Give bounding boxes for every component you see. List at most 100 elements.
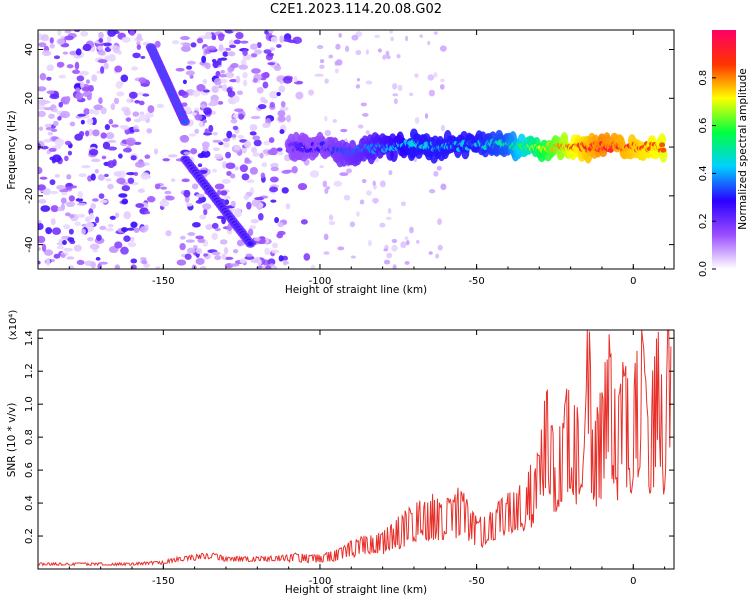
noise-speckle — [60, 253, 66, 258]
noise-speckle — [83, 108, 90, 115]
noise-speckle — [64, 212, 71, 217]
noise-speckle — [222, 51, 229, 57]
noise-speckle — [230, 62, 239, 69]
noise-speckle — [113, 97, 120, 105]
noise-speckle — [69, 214, 75, 219]
noise-speckle — [47, 131, 54, 136]
noise-speckle — [58, 238, 64, 244]
noise-speckle — [74, 61, 80, 70]
noise-speckle — [54, 138, 65, 147]
carrier-band-point — [660, 147, 667, 153]
noise-speckle — [362, 113, 369, 117]
noise-speckle — [263, 140, 271, 146]
noise-speckle — [246, 201, 252, 210]
noise-speckle — [265, 265, 272, 269]
noise-speckle — [249, 124, 258, 131]
noise-speckle — [269, 47, 275, 51]
noise-speckle — [229, 44, 237, 49]
noise-speckle — [79, 70, 89, 76]
noise-speckle — [225, 151, 232, 159]
noise-speckle — [382, 54, 387, 60]
noise-speckle — [439, 84, 445, 90]
noise-speckle — [260, 172, 266, 179]
noise-speckle — [235, 31, 244, 40]
noise-speckle — [108, 118, 114, 125]
noise-speckle — [283, 38, 293, 42]
noise-speckle — [225, 162, 236, 170]
noise-speckle — [439, 45, 447, 52]
noise-speckle — [194, 128, 199, 134]
noise-speckle — [269, 176, 279, 183]
noise-speckle — [50, 205, 59, 213]
noise-speckle — [322, 180, 328, 188]
noise-speckle — [237, 134, 245, 139]
noise-speckle — [139, 111, 145, 115]
noise-speckle — [104, 123, 111, 131]
noise-speckle — [203, 132, 213, 136]
noise-speckle — [185, 202, 193, 207]
noise-speckle — [262, 122, 271, 127]
noise-speckle — [38, 247, 41, 251]
noise-speckle — [236, 239, 244, 247]
noise-speckle — [142, 93, 150, 97]
noise-speckle — [249, 225, 257, 230]
noise-speckle — [261, 162, 268, 168]
noise-speckle — [190, 42, 197, 48]
noise-speckle — [116, 91, 125, 97]
noise-speckle — [221, 178, 231, 184]
noise-speckle — [270, 166, 279, 172]
noise-speckle — [104, 55, 111, 61]
noise-speckle — [76, 75, 85, 82]
noise-speckle — [99, 225, 107, 231]
noise-speckle — [262, 81, 269, 89]
noise-speckle — [49, 190, 59, 195]
noise-speckle — [165, 195, 175, 201]
noise-speckle — [279, 129, 285, 135]
noise-speckle — [78, 173, 87, 178]
noise-speckle — [440, 78, 445, 83]
noise-speckle — [256, 87, 264, 94]
noise-speckle — [98, 97, 103, 104]
noise-speckle — [126, 172, 136, 176]
noise-speckle — [243, 140, 252, 149]
noise-speckle — [70, 185, 78, 189]
noise-speckle — [129, 30, 136, 36]
noise-speckle — [197, 153, 205, 159]
noise-speckle — [263, 49, 272, 54]
noise-speckle — [435, 253, 440, 259]
noise-speckle — [57, 116, 62, 121]
noise-speckle — [140, 55, 146, 60]
noise-speckle — [340, 128, 348, 133]
noise-speckle — [58, 101, 64, 108]
noise-speckle — [89, 212, 95, 220]
noise-speckle — [440, 183, 447, 191]
noise-speckle — [242, 49, 248, 57]
noise-speckle — [184, 253, 192, 260]
noise-speckle — [202, 89, 210, 93]
noise-speckle — [263, 99, 268, 104]
noise-speckle — [38, 220, 42, 224]
noise-speckle — [271, 242, 279, 249]
noise-speckle — [212, 139, 222, 143]
colorbar-tick-label: 0.2 — [698, 213, 709, 229]
noise-speckle — [179, 235, 186, 240]
noise-speckle — [221, 217, 226, 225]
noise-speckle — [377, 48, 382, 53]
noise-speckle — [385, 50, 390, 57]
noise-speckle — [180, 35, 190, 41]
noise-speckle — [99, 199, 108, 204]
noise-speckle — [66, 64, 74, 69]
noise-speckle — [254, 49, 263, 55]
spectrogram-x-label: Height of straight line (km) — [285, 284, 427, 296]
noise-speckle — [72, 69, 81, 75]
noise-speckle — [88, 148, 99, 156]
noise-speckle — [276, 44, 282, 48]
noise-speckle — [227, 66, 234, 73]
noise-speckle — [46, 90, 55, 95]
noise-speckle — [115, 81, 123, 89]
noise-speckle — [253, 139, 262, 147]
snr-x-label: Height of straight line (km) — [285, 584, 427, 596]
noise-speckle — [214, 227, 221, 232]
noise-speckle — [133, 118, 142, 123]
noise-speckle — [107, 146, 117, 151]
